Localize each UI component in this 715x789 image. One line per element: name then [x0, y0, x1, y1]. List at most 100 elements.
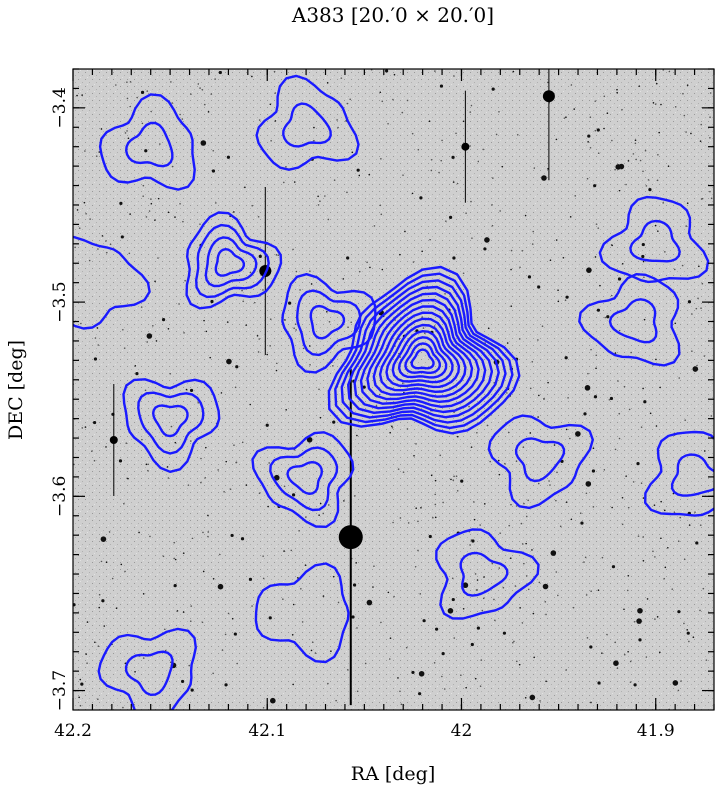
- background-star: [586, 177, 589, 180]
- background-star: [537, 416, 539, 418]
- background-star: [614, 352, 617, 354]
- background-star: [462, 607, 465, 610]
- background-star: [248, 577, 253, 581]
- background-star: [251, 75, 253, 78]
- background-star: [527, 275, 532, 279]
- background-star: [680, 680, 682, 682]
- background-star: [88, 259, 91, 262]
- background-star: [701, 197, 704, 200]
- background-star: [664, 251, 666, 253]
- background-star: [233, 211, 235, 213]
- background-star: [105, 251, 108, 254]
- background-star: [170, 425, 173, 428]
- background-star: [656, 179, 659, 182]
- background-star: [295, 329, 297, 331]
- background-star: [258, 254, 262, 258]
- contour-line: [340, 279, 507, 424]
- background-star: [84, 150, 86, 152]
- background-star: [235, 365, 239, 369]
- background-star: [499, 210, 501, 212]
- background-star: [489, 460, 491, 463]
- background-star: [442, 501, 444, 504]
- background-star: [683, 114, 686, 117]
- background-star: [176, 610, 179, 612]
- background-star: [105, 446, 107, 448]
- background-star: [633, 620, 636, 623]
- background-star: [190, 688, 194, 692]
- background-star: [351, 615, 355, 619]
- background-star: [686, 631, 690, 635]
- background-star: [595, 223, 598, 225]
- background-star: [682, 92, 684, 95]
- background-star: [677, 610, 681, 614]
- background-star: [411, 192, 414, 195]
- background-star: [655, 82, 658, 85]
- background-star: [673, 511, 676, 513]
- background-star: [150, 198, 152, 200]
- background-star: [397, 468, 400, 470]
- background-star: [430, 169, 433, 172]
- background-star: [375, 405, 378, 407]
- background-star: [470, 642, 474, 647]
- background-star: [549, 484, 551, 486]
- background-star: [521, 622, 524, 624]
- background-star: [687, 300, 692, 304]
- background-star: [584, 385, 591, 391]
- background-star: [353, 495, 356, 497]
- background-star: [603, 95, 606, 98]
- x-tick-label: 42.2: [54, 721, 92, 741]
- background-star: [623, 608, 625, 611]
- background-star: [662, 202, 665, 204]
- background-star: [635, 158, 637, 161]
- contour-line: [296, 289, 362, 357]
- background-star: [462, 120, 465, 123]
- background-star: [595, 354, 598, 357]
- background-star: [122, 706, 124, 709]
- background-star: [606, 112, 609, 115]
- background-star: [585, 492, 588, 495]
- background-star: [691, 313, 693, 315]
- contour-line: [97, 627, 197, 710]
- contour-line: [353, 292, 494, 414]
- contour-line: [644, 430, 714, 517]
- contour-line: [204, 236, 258, 288]
- background-star: [674, 106, 677, 108]
- background-star: [709, 116, 711, 119]
- background-star: [415, 507, 417, 510]
- background-star: [538, 581, 541, 584]
- background-star: [126, 97, 129, 100]
- background-star: [456, 435, 459, 438]
- background-star: [618, 437, 621, 440]
- background-star: [508, 524, 511, 527]
- background-star: [81, 94, 83, 96]
- background-star: [479, 524, 481, 526]
- background-star: [491, 204, 493, 206]
- background-star: [141, 438, 143, 441]
- background-star: [545, 613, 547, 616]
- background-star: [422, 619, 426, 623]
- background-star: [565, 295, 569, 299]
- background-star: [318, 388, 320, 391]
- background-star: [120, 563, 123, 566]
- background-star: [120, 235, 124, 239]
- background-star: [667, 165, 670, 168]
- background-star: [210, 299, 214, 304]
- background-star: [419, 196, 423, 200]
- background-star: [300, 587, 302, 590]
- background-star: [93, 459, 96, 462]
- background-star: [109, 243, 112, 246]
- background-star: [191, 537, 194, 540]
- background-star: [504, 462, 506, 465]
- background-star: [76, 94, 78, 97]
- background-star: [507, 431, 510, 434]
- background-star: [465, 686, 467, 689]
- background-star: [349, 98, 351, 101]
- background-star: [642, 260, 645, 263]
- background-star: [538, 394, 540, 397]
- background-star: [306, 436, 313, 443]
- background-star: [498, 473, 501, 476]
- background-star: [319, 416, 322, 419]
- plot-frame: [72, 68, 715, 711]
- background-star: [531, 243, 534, 245]
- background-star: [532, 230, 535, 233]
